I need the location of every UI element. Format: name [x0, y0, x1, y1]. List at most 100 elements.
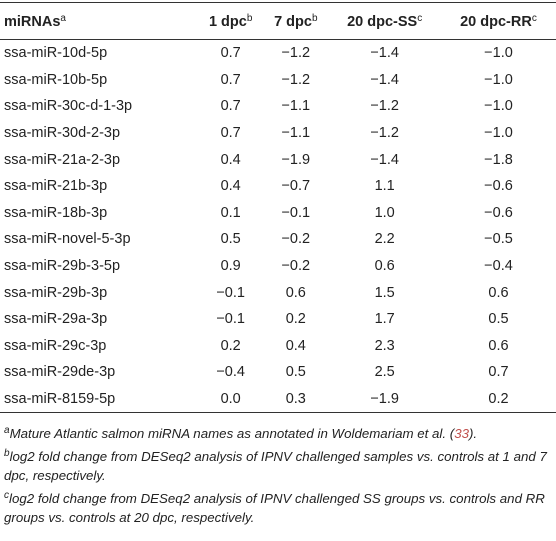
fold-change: 0.6 [488, 284, 509, 301]
footnote-mark: c [4, 490, 9, 502]
table-row: ssa-miR-21b-3p 0.4 −0.7 1.1 −0.6 [0, 173, 556, 200]
fold-change: −0.1 [216, 284, 245, 301]
footnote-text: ). [469, 426, 478, 442]
mirna-name: ssa-miR-29a-3p [4, 311, 108, 328]
header-note-mark: b [246, 12, 253, 24]
fold-change: 1.7 [374, 311, 395, 328]
header-text: 20 dpc-RR [460, 13, 532, 30]
column-header: 1 dpcb [198, 3, 263, 40]
fold-change: −0.2 [281, 258, 311, 275]
table-row: ssa-miR-novel-5-3p 0.5 −0.2 2.2 −0.5 [0, 226, 556, 253]
fold-change: −1.1 [281, 98, 311, 115]
fold-change: −0.7 [281, 178, 311, 195]
table-body: ssa-miR-10d-5p 0.7 −1.2 −1.4 −1.0 ssa-miR-10b… [0, 40, 556, 413]
table-row: ssa-miR-29a-3p −0.1 0.2 1.7 0.5 [0, 306, 556, 333]
fold-change: −1.2 [281, 71, 311, 88]
fold-change: 1.1 [374, 178, 395, 195]
column-header: 7 dpcb [263, 3, 328, 40]
fold-change: 0.7 [220, 125, 241, 142]
footnote: blog2 fold change from DESeq2 analysis o… [4, 444, 552, 485]
header-note-mark: b [311, 12, 318, 24]
footnote: clog2 fold change from DESeq2 analysis o… [4, 486, 552, 527]
fold-change: −1.4 [370, 151, 399, 168]
fold-change: 0.2 [488, 391, 509, 408]
fold-change: 0.7 [220, 45, 241, 62]
fold-change: −1.8 [484, 151, 513, 168]
fold-change: 0.5 [285, 364, 306, 381]
data-table: miRNAsa 1 dpcb 7 dpcb 20 dpc-SSc 20 dpc-RRc … [0, 2, 556, 413]
table-row: ssa-miR-10d-5p 0.7 −1.2 −1.4 −1.0 [0, 40, 556, 67]
fold-change: 0.3 [285, 391, 306, 408]
header-note-mark: a [60, 12, 66, 24]
reference-link[interactable]: 33 [454, 426, 469, 442]
fold-change: 0.6 [374, 258, 395, 275]
column-header: 20 dpc-RRc [441, 3, 556, 40]
header-text: miRNAs [4, 13, 61, 30]
fold-change: 0.4 [220, 178, 241, 195]
table-row: ssa-miR-30c-d-1-3p 0.7 −1.1 −1.2 −1.0 [0, 93, 556, 120]
fold-change: −0.2 [281, 231, 311, 248]
fold-change: −0.4 [484, 258, 513, 275]
fold-change: 0.2 [220, 337, 241, 354]
header-text: 20 dpc-SS [347, 13, 418, 30]
table-row: ssa-miR-8159-5p 0.0 0.3 −1.9 0.2 [0, 386, 556, 413]
fold-change: 0.4 [285, 337, 306, 354]
fold-change: 0.7 [220, 71, 241, 88]
mirna-name: ssa-miR-30c-d-1-3p [4, 98, 133, 115]
table-row: ssa-miR-30d-2-3p 0.7 −1.1 −1.2 −1.0 [0, 120, 556, 147]
footnote-mark: a [4, 425, 10, 437]
fold-change: −0.4 [216, 364, 245, 381]
mirna-name: ssa-miR-8159-5p [4, 391, 116, 408]
footnote-mark: b [4, 448, 10, 460]
mirna-name: ssa-miR-29b-3-5p [4, 258, 121, 275]
column-header: 20 dpc-SSc [328, 3, 441, 40]
fold-change: 0.9 [220, 258, 241, 275]
mirna-name: ssa-miR-10d-5p [4, 45, 108, 62]
fold-change: −1.4 [370, 71, 399, 88]
fold-change: −1.0 [484, 98, 513, 115]
header-note-mark: c [417, 12, 423, 24]
fold-change: −1.9 [281, 151, 311, 168]
fold-change: −1.0 [484, 71, 513, 88]
fold-change: −0.1 [281, 204, 311, 221]
fold-change: −1.0 [484, 45, 513, 62]
mirna-name: ssa-miR-10b-5p [4, 71, 108, 88]
fold-change: −1.1 [281, 125, 311, 142]
fold-change: 0.6 [488, 337, 509, 354]
table-row: ssa-miR-29b-3p −0.1 0.6 1.5 0.6 [0, 279, 556, 306]
fold-change: −0.1 [216, 311, 245, 328]
fold-change: 2.2 [374, 231, 395, 248]
header-row: miRNAsa 1 dpcb 7 dpcb 20 dpc-SSc 20 dpc-RRc [0, 2, 556, 40]
column-header: miRNAsa [0, 3, 198, 40]
header-text: 7 dpc [274, 13, 312, 30]
fold-change: −1.2 [281, 45, 311, 62]
mirna-name: ssa-miR-18b-3p [4, 204, 108, 221]
fold-change: 0.5 [488, 311, 509, 328]
fold-change: −0.5 [484, 231, 513, 248]
fold-change: 1.0 [374, 204, 395, 221]
table-row: ssa-miR-29c-3p 0.2 0.4 2.3 0.6 [0, 333, 556, 360]
fold-change: −1.2 [370, 98, 399, 115]
header-text: 1 dpc [208, 13, 247, 30]
mirna-name: ssa-miR-novel-5-3p [4, 231, 131, 248]
table-row: ssa-miR-10b-5p 0.7 −1.2 −1.4 −1.0 [0, 67, 556, 94]
mirna-name: ssa-miR-21b-3p [4, 178, 108, 195]
table-row: ssa-miR-29de-3p −0.4 0.5 2.5 0.7 [0, 359, 556, 386]
fold-change: 0.1 [220, 204, 241, 221]
fold-change: 2.3 [374, 337, 395, 354]
fold-change: 1.5 [374, 284, 395, 301]
footnote-text: log2 fold change from DESeq2 analysis of… [4, 491, 545, 526]
fold-change: −0.6 [484, 204, 513, 221]
footnotes: aMature Atlantic salmon miRNA names as a… [0, 413, 556, 527]
footnote: aMature Atlantic salmon miRNA names as a… [4, 421, 552, 443]
fold-change: −0.6 [484, 178, 513, 195]
table-row: ssa-miR-18b-3p 0.1 −0.1 1.0 −0.6 [0, 200, 556, 227]
footnote-text: log2 fold change from DESeq2 analysis of… [4, 449, 547, 484]
mirna-name: ssa-miR-29c-3p [4, 337, 107, 354]
mirna-name: ssa-miR-29de-3p [4, 364, 116, 381]
fold-change: 0.7 [488, 364, 509, 381]
header-note-mark: c [531, 12, 537, 24]
fold-change: −1.2 [370, 125, 399, 142]
fold-change: 0.2 [285, 311, 306, 328]
